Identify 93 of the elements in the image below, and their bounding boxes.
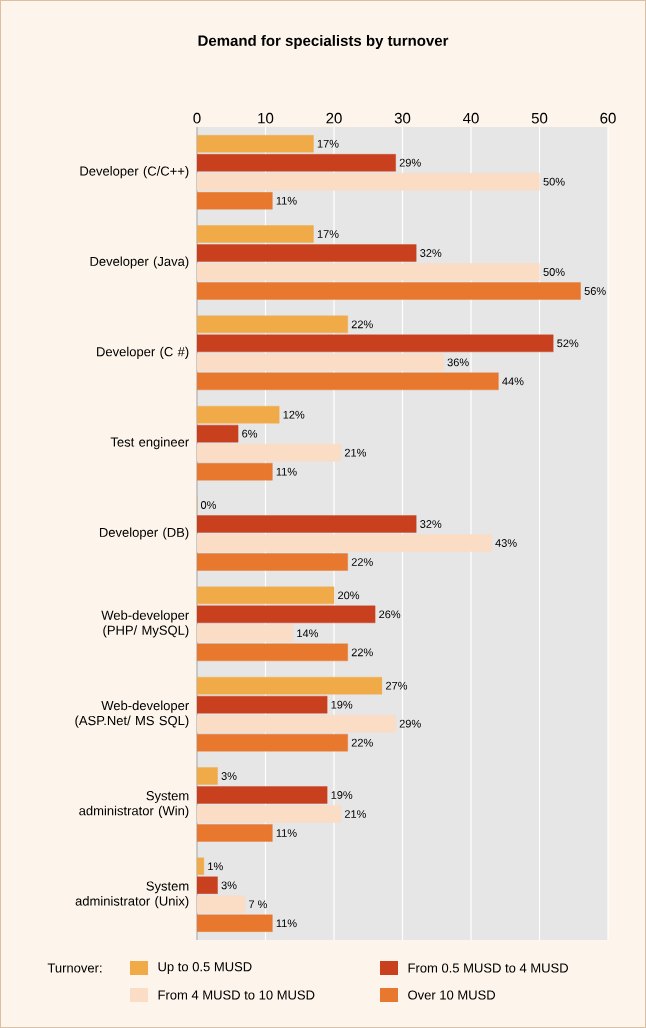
bar [197,405,280,424]
bar [197,553,348,571]
bar [197,462,273,481]
data-label: 21% [344,810,366,818]
data-label: 32% [420,520,442,528]
bar [197,225,314,243]
x-tick-label: 30 [394,112,411,124]
bar [197,424,239,443]
bar [197,134,314,153]
legend-label: From 0.5 MUSD to 4 MUSD [408,963,568,973]
bar [197,624,294,643]
bar [197,191,273,210]
y-tick-label: System administrator (Unix) [75,881,189,909]
data-label: 22% [351,738,373,747]
data-label: 21% [344,448,366,457]
chart-title: Demand for specialists by turnover [198,35,449,49]
bar [197,876,218,895]
bar [197,695,328,714]
bar [197,334,554,353]
x-tick-label: 0 [193,112,201,124]
data-label: 26% [379,610,401,619]
data-label: 12% [283,410,305,419]
bar [197,353,444,372]
data-label: 11% [276,196,297,205]
x-tick-label: 10 [258,112,274,124]
data-label: 22% [351,558,373,566]
data-label: 0% [200,501,217,509]
bar [197,263,540,281]
data-label: 52% [557,339,579,348]
y-tick-label: System administrator (Win) [79,791,189,818]
data-label: 14% [297,629,319,638]
bar [197,767,218,785]
legend-label: Over 10 MUSD [408,990,496,1000]
data-label: 19% [331,791,353,799]
data-label: 29% [399,158,421,167]
y-tick-label: Developer (DB) [99,527,189,540]
x-tick-label: 40 [463,112,479,124]
y-tick-label: Developer (Java) [90,256,189,269]
bar [197,515,417,533]
bar [197,153,396,172]
bar [197,586,335,605]
data-label: 20% [338,591,360,600]
data-label: 29% [399,719,421,728]
bar [197,605,376,624]
bar [197,643,348,662]
y-tick-label: Web-developer (PHP/ MySQL) [101,610,189,638]
bar [197,172,540,191]
data-label: 17% [317,230,339,238]
bar [197,372,499,391]
data-label: 50% [543,177,565,186]
data-label: 11% [276,467,297,476]
bar [197,786,328,804]
bar [197,857,205,876]
y-tick-label: Developer (C/C++) [80,166,189,179]
data-label: 3% [221,881,237,890]
data-label: 1% [208,862,223,871]
bar [197,534,492,552]
data-label: 32% [420,249,442,257]
x-tick-label: 50 [531,112,548,124]
data-label: 27% [386,681,408,690]
bar [197,733,348,752]
x-tick-label: 60 [600,112,616,124]
bar [197,824,273,842]
data-label: 43% [495,539,517,547]
x-tick-label: 20 [326,112,342,124]
y-tick-label: Web-developer (ASP.Net/ MS SQL) [75,700,189,728]
bar [197,676,383,695]
y-tick-label: Test engineer [110,437,189,450]
data-label: 19% [331,700,353,709]
data-label: 50% [543,268,565,276]
data-label: 17% [317,139,339,148]
data-label: 44% [502,377,524,386]
data-label: 11% [276,919,297,928]
data-label: 7 % [249,900,268,909]
y-tick-label: Developer (C #) [97,346,189,359]
data-label: 56% [584,287,606,295]
data-label: 3% [221,772,237,780]
bar [197,714,396,733]
bar [197,895,246,914]
data-label: 22% [351,320,373,329]
bar [197,282,581,300]
data-label: 11% [276,829,297,837]
legend-label: From 4 MUSD to 10 MUSD [158,990,315,1000]
data-label: 36% [447,358,469,367]
bar [197,244,417,262]
bar [197,443,342,462]
legend-title: Turnover: [47,963,102,973]
bar [197,914,273,933]
legend-label: Up to 0.5 MUSD [158,962,252,974]
bar [197,315,348,334]
bar [197,805,342,823]
data-label: 22% [351,648,373,657]
data-label: 6% [242,429,258,438]
